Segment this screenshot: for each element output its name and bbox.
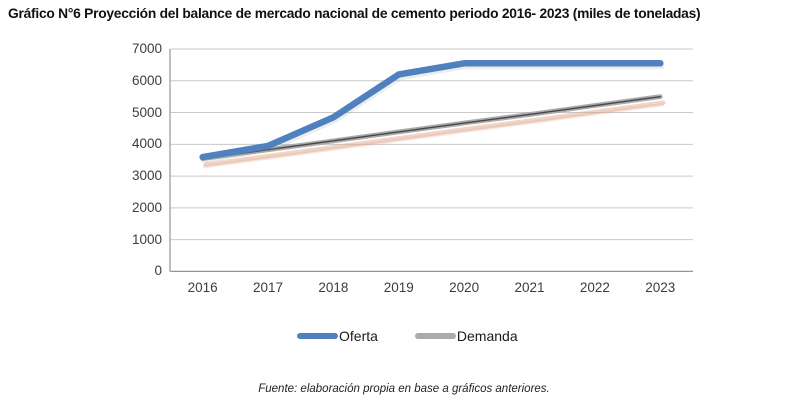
y-tick-label: 4000 — [131, 136, 162, 152]
legend-label-demanda: Demanda — [456, 328, 518, 344]
x-tick-label: 2023 — [645, 280, 676, 295]
legend-item-demanda: Demanda — [414, 328, 518, 344]
x-tick-label: 2018 — [318, 280, 349, 295]
source-note: Fuente: elaboración propia en base a grá… — [258, 383, 550, 395]
x-tick-label: 2022 — [579, 280, 610, 295]
y-tick-label: 2000 — [131, 199, 162, 215]
y-tick-label: 6000 — [131, 72, 162, 88]
y-tick-label: 0 — [154, 263, 162, 279]
legend-item-oferta: Oferta — [297, 328, 378, 344]
legend-label-oferta: Oferta — [339, 328, 378, 344]
demanda-line-swatch — [414, 332, 456, 340]
chart-title: Gráfico N°6 Proyección del balance de me… — [8, 6, 701, 21]
x-tick-label: 2019 — [383, 280, 414, 295]
x-tick-label: 2016 — [187, 280, 218, 295]
y-tick-label: 3000 — [131, 168, 162, 184]
y-tick-label: 7000 — [131, 41, 162, 56]
x-tick-label: 2017 — [253, 280, 284, 295]
y-tick-label: 5000 — [131, 104, 162, 120]
y-tick-label: 1000 — [131, 231, 162, 247]
chart-legend: Oferta Demanda — [297, 327, 518, 345]
x-tick-label: 2020 — [449, 280, 480, 295]
x-tick-label: 2021 — [514, 280, 545, 295]
oferta-line-swatch — [297, 332, 338, 340]
